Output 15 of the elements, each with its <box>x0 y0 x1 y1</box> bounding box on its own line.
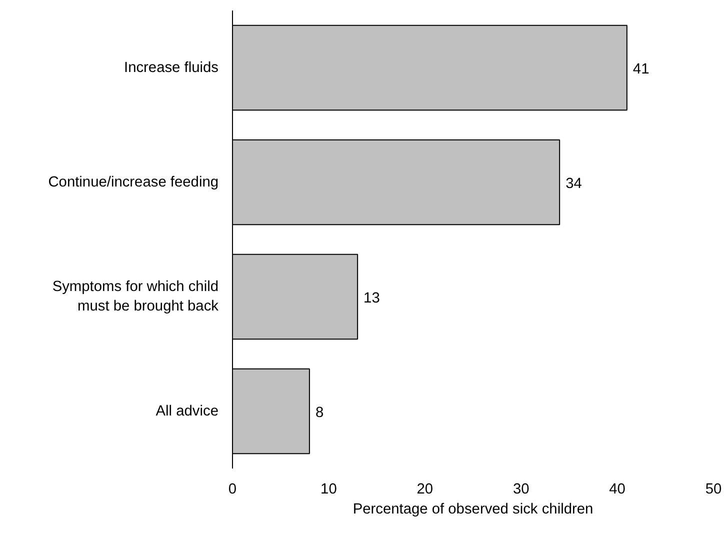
y-tick-label: Continue/increase feeding <box>48 174 219 190</box>
data-label: 8 <box>315 404 324 421</box>
x-tick-label: 30 <box>512 482 530 498</box>
x-tick-label: 50 <box>705 482 722 498</box>
x-tick-label: 0 <box>228 482 237 498</box>
x-tick-label: 10 <box>320 482 337 498</box>
x-tick-label: 40 <box>609 482 626 498</box>
y-tick-label: Symptoms for which child must be brought back <box>52 279 220 314</box>
data-label: 34 <box>566 176 582 192</box>
y-tick-label: Increase fluids <box>124 60 218 76</box>
data-label: 41 <box>632 61 650 78</box>
x-tick-label: 20 <box>416 482 434 498</box>
data-label: 13 <box>364 290 380 306</box>
x-axis-title: Percentage of observed sick children <box>352 502 594 518</box>
y-tick-label: All advice <box>156 403 219 420</box>
